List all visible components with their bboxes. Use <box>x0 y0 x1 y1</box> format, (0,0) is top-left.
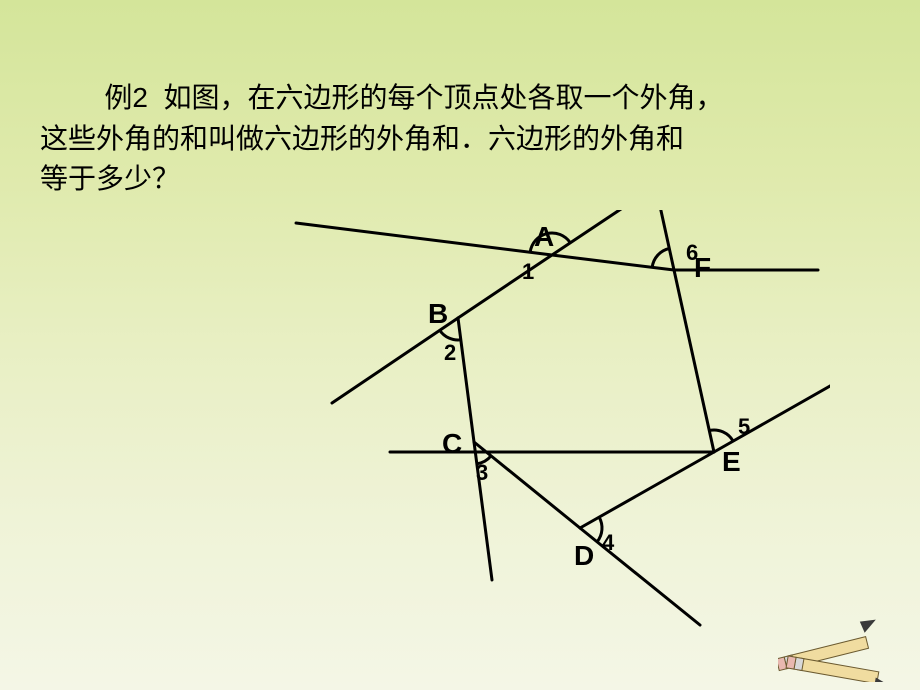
vertex-label-C: C <box>442 428 462 460</box>
angle-label-1: 1 <box>522 259 534 285</box>
angle-label-6: 6 <box>686 240 698 266</box>
angle-label-4: 4 <box>602 530 614 556</box>
question-text: 例2 如图，在六边形的每个顶点处各取一个外角， 这些外角的和叫做六边形的外角和．… <box>40 78 880 200</box>
vertex-label-B: B <box>428 298 448 330</box>
question-line-2: 这些外角的和叫做六边形的外角和．六边形的外角和 <box>40 123 684 154</box>
vertex-label-D: D <box>574 540 594 572</box>
pencil-decoration <box>778 612 908 682</box>
vertex-label-E: E <box>722 446 741 478</box>
angle-label-5: 5 <box>738 414 750 440</box>
question-line-1: 如图，在六边形的每个顶点处各取一个外角， <box>164 82 724 113</box>
question-line-3: 等于多少？ <box>40 163 180 194</box>
angle-label-3: 3 <box>476 460 488 486</box>
vertex-label-A: A <box>534 221 554 253</box>
example-label: 例2 <box>104 82 148 113</box>
hexagon-diagram: ABCDEF123456 <box>270 210 830 640</box>
pencil-svg <box>778 612 908 682</box>
angle-label-2: 2 <box>444 340 456 366</box>
